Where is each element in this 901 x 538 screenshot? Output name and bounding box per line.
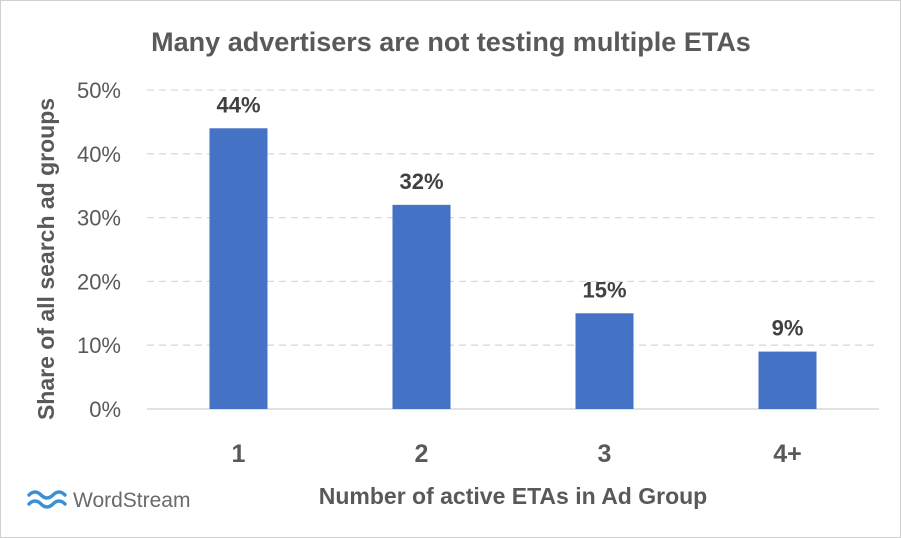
- y-tick-label: 40%: [77, 142, 121, 167]
- bar: [392, 204, 451, 409]
- data-label: 15%: [582, 277, 626, 302]
- bar: [758, 351, 817, 409]
- data-label: 32%: [399, 169, 443, 194]
- y-tick-label: 10%: [77, 333, 121, 358]
- data-label: 9%: [772, 316, 804, 341]
- x-tick-label: 2: [415, 440, 429, 468]
- y-tick-label: 0%: [89, 397, 121, 422]
- y-axis-label: Share of all search ad groups: [33, 98, 59, 420]
- wave-icon: [27, 490, 67, 509]
- x-tick-label: 3: [598, 440, 612, 468]
- y-tick-label: 30%: [77, 206, 121, 231]
- bars: [209, 128, 817, 409]
- bar: [209, 128, 268, 409]
- chart-title: Many advertisers are not testing multipl…: [151, 27, 751, 57]
- y-tick-label: 50%: [77, 78, 121, 103]
- data-label: 44%: [216, 92, 260, 117]
- logo-text: WordStream: [73, 489, 190, 512]
- y-axis-ticks: 0% 10% 20% 30% 40% 50%: [77, 78, 121, 422]
- x-tick-label: 1: [232, 440, 246, 468]
- y-tick-label: 20%: [77, 269, 121, 294]
- data-labels: 44% 32% 15% 9%: [216, 92, 803, 340]
- x-axis-label: Number of active ETAs in Ad Group: [319, 483, 707, 509]
- gridlines: [147, 89, 879, 410]
- bar: [575, 313, 634, 409]
- x-tick-label: 4+: [773, 440, 802, 468]
- x-axis-ticks: 1 2 3 4+: [232, 440, 802, 468]
- wordstream-logo: WordStream: [27, 489, 190, 512]
